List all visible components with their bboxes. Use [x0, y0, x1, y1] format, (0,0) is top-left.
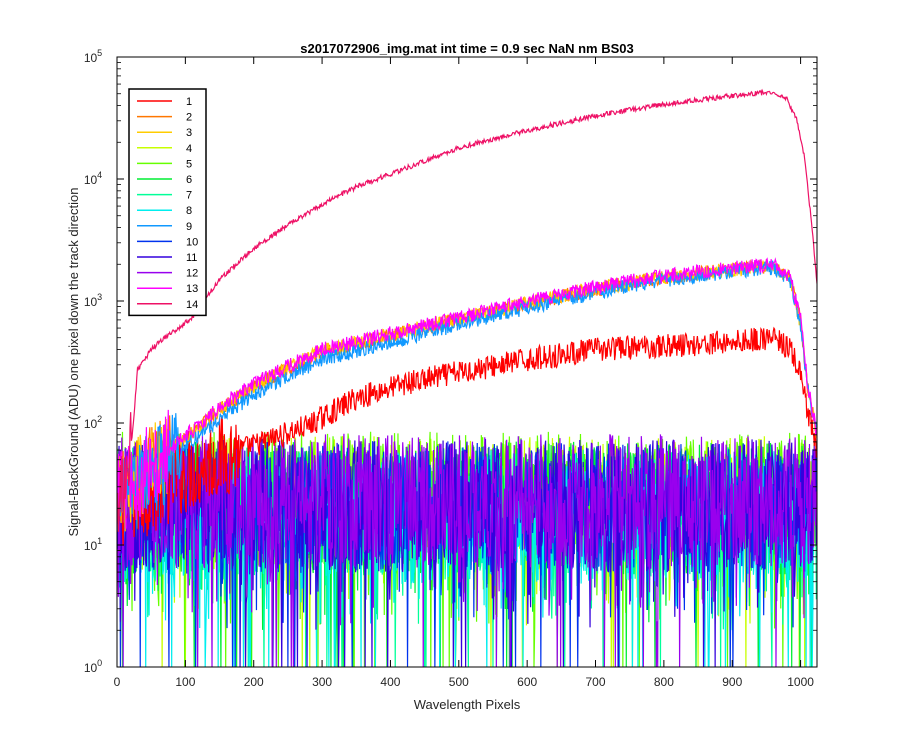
series-line-12 — [117, 433, 817, 667]
series-line-13 — [117, 257, 817, 529]
y-tick-label: 104 — [84, 170, 102, 187]
x-tick-label: 300 — [312, 675, 332, 689]
legend-entry-9: 9 — [186, 221, 192, 233]
chart-title: s2017072906_img.mat int time = 0.9 sec N… — [300, 41, 634, 56]
plot-area — [117, 88, 817, 667]
x-tick-label: 1000 — [787, 675, 814, 689]
axes-box — [116, 56, 818, 668]
x-tick-label: 100 — [175, 675, 195, 689]
x-tick-label: 200 — [244, 675, 264, 689]
legend-entry-5: 5 — [186, 158, 192, 170]
y-tick-label: 100 — [84, 658, 102, 675]
series-line-1 — [117, 326, 817, 546]
legend-entry-3: 3 — [186, 127, 192, 139]
legend-entry-12: 12 — [186, 268, 198, 280]
y-tick-label: 103 — [84, 292, 102, 309]
legend-entry-11: 11 — [186, 252, 197, 264]
x-tick-label: 500 — [449, 675, 469, 689]
axis-ticks: 0 100 200 300 400 500 600 700 800 900 100010010110… — [84, 48, 817, 689]
x-tick-label: 400 — [380, 675, 400, 689]
series-line-8 — [117, 449, 817, 667]
legend-entry-13: 13 — [186, 283, 198, 295]
y-axis-label: Signal-BackGround (ADU) one pixel down t… — [66, 187, 81, 536]
y-tick-label: 102 — [84, 414, 102, 431]
series-line-11 — [117, 438, 817, 667]
series-line-10 — [117, 441, 817, 667]
y-tick-label: 101 — [84, 536, 102, 553]
legend-entry-4: 4 — [186, 143, 192, 155]
legend-entry-14: 14 — [186, 299, 198, 311]
legend-entry-1: 1 — [186, 96, 192, 108]
x-tick-label: 800 — [654, 675, 674, 689]
x-axis-label: Wavelength Pixels — [414, 697, 521, 712]
legend-entry-6: 6 — [186, 174, 192, 186]
y-tick-label: 105 — [84, 48, 102, 65]
legend-entry-2: 2 — [186, 112, 192, 124]
x-tick-label: 700 — [586, 675, 606, 689]
x-tick-label: 0 — [114, 675, 121, 689]
legend-entry-8: 8 — [186, 205, 192, 217]
legend-entry-7: 7 — [186, 190, 192, 202]
legend-entry-10: 10 — [186, 236, 198, 248]
x-tick-label: 600 — [517, 675, 537, 689]
x-tick-label: 900 — [722, 675, 742, 689]
legend-box — [128, 88, 207, 317]
series-line-14 — [117, 88, 817, 532]
